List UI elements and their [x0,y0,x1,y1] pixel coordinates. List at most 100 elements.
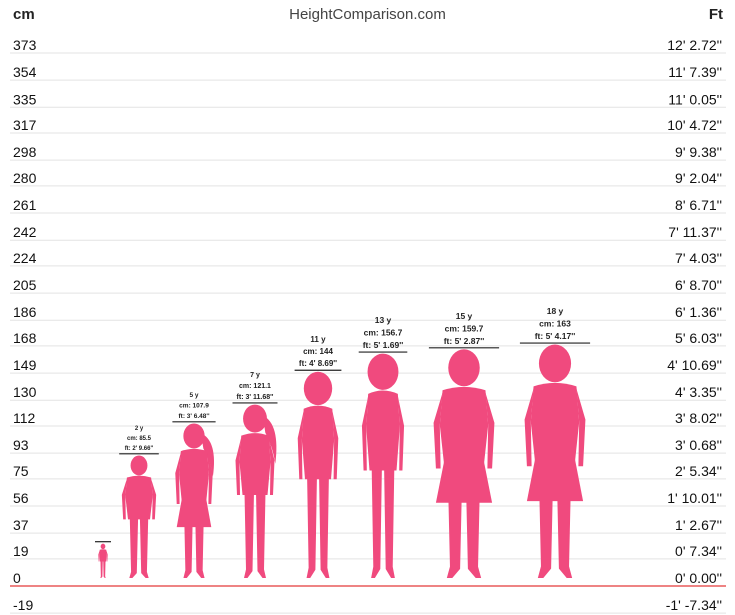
cm-tick-label: 298 [13,144,37,160]
right-leg [556,461,573,578]
right-arm [106,550,108,562]
ft-unit-header: Ft [708,6,723,23]
torso [366,390,400,471]
person-silhouette[interactable] [235,404,277,578]
person-silhouette[interactable] [121,455,157,578]
cm-value-label: cm: 144 [303,347,333,356]
right-arm [576,388,586,467]
head [303,371,333,406]
ft-tick-label: 1' 2.67'' [675,517,722,533]
ft-tick-label: 4' 3.35'' [675,384,722,400]
age-label: 2 y [135,426,144,432]
cm-value-label: cm: 85.5 [127,436,152,442]
right-leg [256,491,266,578]
age-label: 7 y [250,372,260,379]
person-silhouette[interactable] [175,423,215,578]
ft-tick-label: 0' 7.34'' [675,543,722,559]
right-arm [207,452,213,504]
left-leg [244,491,254,578]
left-leg [100,560,103,578]
left-arm [361,396,369,471]
ft-tick-label: 11' 0.05'' [668,91,722,107]
torso [439,386,489,469]
cm-value-label: cm: 159.7 [445,323,484,333]
ft-value-label: ft: 3' 11.68'' [237,394,274,401]
person-silhouette[interactable] [98,543,108,578]
head [367,353,399,390]
site-title[interactable]: HeightComparison.com [289,6,446,23]
person-silhouette[interactable] [297,371,339,578]
ft-tick-label: 9' 9.38'' [675,144,722,160]
ft-tick-label: -1' -7.34'' [666,597,722,613]
cm-value-label: cm: 156.7 [364,328,403,338]
head [130,455,148,476]
ft-tick-label: 3' 0.68'' [675,437,722,453]
ft-value-label: ft: 5' 2.87'' [444,336,485,346]
age-label: 15 y [456,311,473,321]
cm-unit-header: cm [13,6,35,23]
cm-value-label: cm: 121.1 [239,383,271,390]
cm-tick-label: 37 [13,517,29,533]
left-leg [537,461,554,578]
ft-tick-label: 4' 10.69'' [667,357,722,373]
cm-tick-label: -19 [13,597,33,613]
cm-tick-label: 168 [13,330,37,346]
ft-value-label: ft: 5' 4.17'' [535,331,576,341]
age-label: 13 y [375,315,392,325]
cm-tick-label: 130 [13,384,37,400]
person-silhouette[interactable] [524,344,586,578]
ft-tick-label: 2' 5.34'' [675,463,722,479]
right-leg [319,475,330,578]
left-arm [433,392,443,469]
ft-tick-label: 3' 8.02'' [675,410,722,426]
right-arm [268,437,275,495]
ft-value-label: ft: 3' 6.48'' [178,413,209,420]
ft-tick-label: 1' 10.01'' [667,490,722,506]
left-leg [129,516,139,578]
left-leg [371,466,382,578]
person-silhouette[interactable] [433,349,495,578]
cm-tick-label: 224 [13,250,37,266]
right-arm [332,410,339,480]
left-leg [306,475,317,578]
head [243,404,267,433]
cm-tick-label: 186 [13,304,37,320]
skirt [435,459,493,503]
cm-value-label: cm: 163 [539,319,571,329]
ft-tick-label: 7' 11.37'' [668,224,722,240]
torso [179,448,209,504]
cm-tick-label: 56 [13,490,29,506]
right-leg [139,516,149,578]
person-silhouette[interactable] [361,353,405,578]
left-arm [175,452,181,504]
head [100,543,106,550]
ft-tick-label: 11' 7.39'' [668,64,722,80]
cm-tick-label: 0 [13,570,21,586]
cm-tick-label: 335 [13,91,37,107]
cm-tick-label: 280 [13,170,37,186]
right-leg [103,560,106,578]
ft-tick-label: 7' 4.03'' [675,250,722,266]
ft-tick-label: 5' 6.03'' [675,330,722,346]
cm-tick-label: 261 [13,197,37,213]
right-arm [151,478,157,520]
cm-tick-label: 93 [13,437,29,453]
left-leg [446,463,463,578]
age-label: 11 y [310,335,326,344]
cm-tick-label: 75 [13,463,29,479]
left-arm [235,437,242,495]
cm-tick-label: 317 [13,117,37,133]
ft-tick-label: 0' 0.00'' [675,570,722,586]
skirt [526,456,584,502]
skirt [176,497,212,528]
ft-value-label: ft: 4' 8.69'' [299,359,337,368]
age-label: 5 y [189,392,198,399]
cm-tick-label: 373 [13,37,37,53]
left-leg [183,500,194,578]
cm-tick-label: 205 [13,277,37,293]
torso [530,382,580,467]
hair [262,415,277,464]
head [448,349,480,387]
ft-tick-label: 10' 4.72'' [667,117,722,133]
